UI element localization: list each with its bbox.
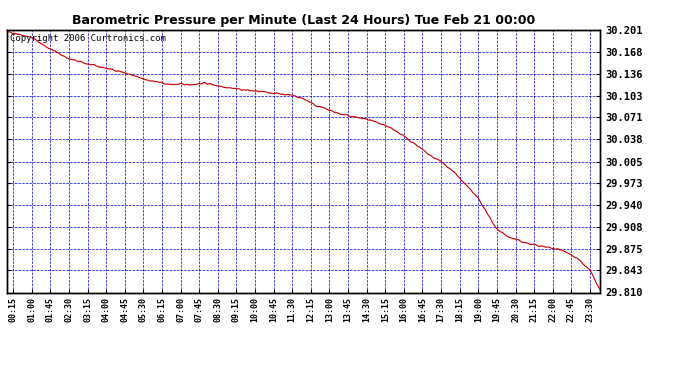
Title: Barometric Pressure per Minute (Last 24 Hours) Tue Feb 21 00:00: Barometric Pressure per Minute (Last 24 …: [72, 15, 535, 27]
Text: Copyright 2006 Curtronics.com: Copyright 2006 Curtronics.com: [10, 34, 166, 43]
